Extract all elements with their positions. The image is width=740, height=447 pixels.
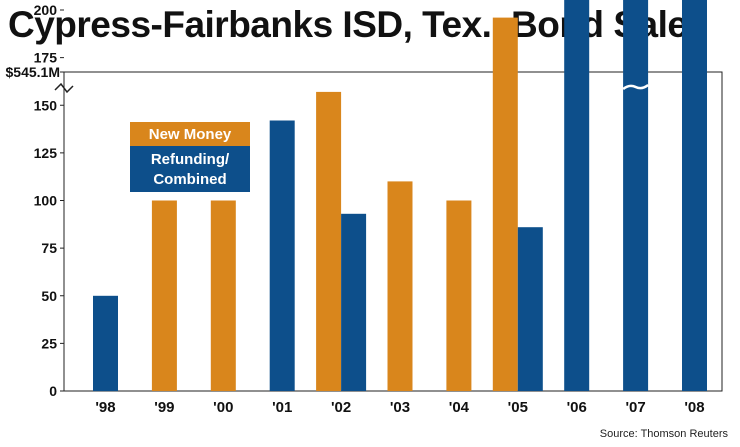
bar-new-money bbox=[492, 17, 518, 391]
x-axis-ticks: '98 '99 '00 '01 '02 '03 '04 '05 '06 '07 '08 bbox=[95, 399, 704, 416]
x-tick-label: '03 bbox=[390, 399, 410, 416]
bar-new-money bbox=[316, 91, 342, 392]
x-tick-label: '01 bbox=[272, 399, 292, 416]
x-tick-label: '06 bbox=[567, 399, 587, 416]
legend-swatch-new-money bbox=[130, 122, 250, 146]
y-tick-label: 100 bbox=[34, 193, 58, 209]
y-tick-label: 150 bbox=[34, 97, 58, 113]
bar-refunding bbox=[341, 213, 367, 391]
x-tick-label: '99 bbox=[154, 399, 174, 416]
legend-label-refunding-line2: Combined bbox=[153, 171, 226, 188]
y-tick-label: 175 bbox=[34, 50, 58, 66]
bar-refunding bbox=[623, 0, 649, 391]
y-tick-label: 0 bbox=[49, 383, 57, 399]
bar-new-money bbox=[210, 200, 236, 391]
legend-label-new-money: New Money bbox=[149, 126, 232, 143]
x-tick-label: '04 bbox=[449, 399, 470, 416]
x-tick-label: '02 bbox=[331, 399, 351, 416]
bar-refunding bbox=[93, 295, 118, 392]
y-tick-label: 125 bbox=[34, 145, 58, 161]
bar-new-money bbox=[387, 181, 413, 391]
x-tick-label: '05 bbox=[508, 399, 528, 416]
bar-new-money bbox=[446, 200, 472, 391]
bar-refunding bbox=[269, 120, 295, 391]
source-note: Source: Thomson Reuters bbox=[599, 428, 728, 440]
bar-break-mark bbox=[622, 83, 649, 91]
legend-label-refunding-line1: Refunding/ bbox=[151, 151, 230, 168]
bar-refunding bbox=[517, 227, 543, 391]
chart-legend: New Money Refunding/Combined bbox=[130, 122, 250, 192]
y-break-label: $545.1M bbox=[6, 64, 60, 80]
chart-title: Cypress-Fairbanks ISD, Tex., Bond Sales bbox=[8, 4, 708, 45]
chart-bars bbox=[93, 0, 707, 392]
y-tick-label: 25 bbox=[41, 335, 57, 351]
bar-refunding bbox=[682, 0, 707, 391]
y-axis-ticks: 0255075100125150175200225250275$545.1M bbox=[6, 2, 64, 399]
y-tick-label: 200 bbox=[34, 2, 58, 18]
bar-new-money bbox=[151, 200, 177, 391]
x-tick-label: '00 bbox=[213, 399, 233, 416]
x-tick-label: '98 bbox=[95, 399, 115, 416]
y-tick-label: 75 bbox=[41, 240, 57, 256]
bar-refunding bbox=[564, 0, 590, 392]
x-tick-label: '07 bbox=[625, 399, 645, 416]
legend-swatch-refunding bbox=[130, 146, 250, 192]
x-tick-label: '08 bbox=[684, 399, 704, 416]
axis-break-mark bbox=[54, 82, 74, 94]
y-tick-label: 50 bbox=[41, 288, 57, 304]
